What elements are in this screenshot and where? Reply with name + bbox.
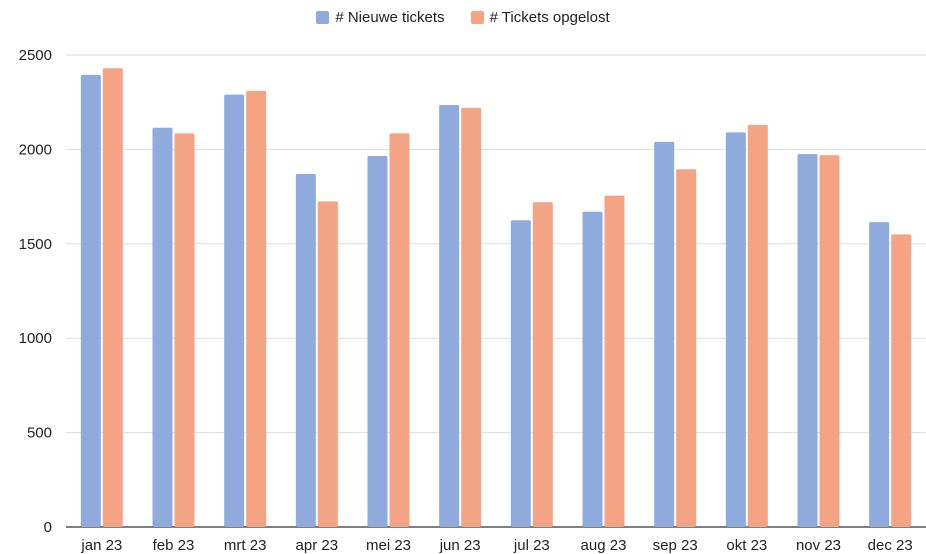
y-tick-label: 2500 bbox=[19, 47, 52, 64]
y-tick-label: 500 bbox=[27, 425, 52, 442]
x-tick-label: apr 23 bbox=[296, 537, 339, 554]
bar-tickets-opgelost bbox=[532, 202, 553, 527]
bar-nieuwe-tickets bbox=[367, 156, 388, 527]
bar-tickets-opgelost bbox=[676, 169, 697, 527]
legend-label-series-1: # Nieuwe tickets bbox=[335, 9, 445, 26]
x-tick-label: nov 23 bbox=[796, 537, 841, 554]
y-tick-label: 0 bbox=[44, 519, 52, 536]
bar-nieuwe-tickets bbox=[725, 132, 746, 527]
bar-nieuwe-tickets bbox=[869, 222, 890, 527]
legend-item-series-2[interactable]: # Tickets opgelost bbox=[470, 9, 610, 26]
x-tick-label: jul 23 bbox=[513, 537, 550, 554]
x-tick-label: dec 23 bbox=[868, 537, 913, 554]
bar-tickets-opgelost bbox=[389, 133, 410, 528]
bar-nieuwe-tickets bbox=[295, 173, 316, 527]
x-tick-label: feb 23 bbox=[153, 537, 195, 554]
bar-tickets-opgelost bbox=[317, 201, 338, 527]
bar-nieuwe-tickets bbox=[510, 220, 531, 527]
bar-nieuwe-tickets bbox=[439, 105, 460, 528]
y-tick-label: 1500 bbox=[19, 236, 52, 253]
legend-swatch-series-2 bbox=[470, 11, 484, 24]
y-tick-label: 1000 bbox=[19, 330, 52, 347]
x-tick-label: mei 23 bbox=[366, 537, 411, 554]
x-tick-label: aug 23 bbox=[581, 537, 627, 554]
bar-tickets-opgelost bbox=[246, 90, 267, 527]
x-tick-label: okt 23 bbox=[726, 537, 767, 554]
legend-swatch-series-1 bbox=[316, 11, 330, 24]
bar-nieuwe-tickets bbox=[80, 74, 101, 527]
legend-item-series-1[interactable]: # Nieuwe tickets bbox=[316, 9, 445, 26]
x-tick-label: sep 23 bbox=[653, 537, 698, 554]
x-tick-label: jan 23 bbox=[80, 537, 122, 554]
bar-nieuwe-tickets bbox=[797, 154, 818, 527]
bar-tickets-opgelost bbox=[891, 234, 912, 528]
bar-tickets-opgelost bbox=[747, 124, 768, 527]
bar-tickets-opgelost bbox=[461, 107, 482, 527]
chart-legend: # Nieuwe tickets # Tickets opgelost bbox=[0, 9, 926, 26]
bar-nieuwe-tickets bbox=[224, 94, 245, 527]
bar-tickets-opgelost bbox=[604, 195, 625, 527]
y-tick-label: 2000 bbox=[19, 141, 52, 158]
x-tick-label: mrt 23 bbox=[224, 537, 267, 554]
bar-nieuwe-tickets bbox=[152, 127, 173, 528]
bar-nieuwe-tickets bbox=[582, 211, 603, 528]
bar-tickets-opgelost bbox=[819, 155, 840, 527]
x-tick-label: jun 23 bbox=[439, 537, 481, 554]
bar-tickets-opgelost bbox=[102, 68, 123, 527]
bar-tickets-opgelost bbox=[174, 133, 195, 528]
legend-label-series-2: # Tickets opgelost bbox=[489, 9, 610, 26]
bar-nieuwe-tickets bbox=[654, 141, 675, 527]
